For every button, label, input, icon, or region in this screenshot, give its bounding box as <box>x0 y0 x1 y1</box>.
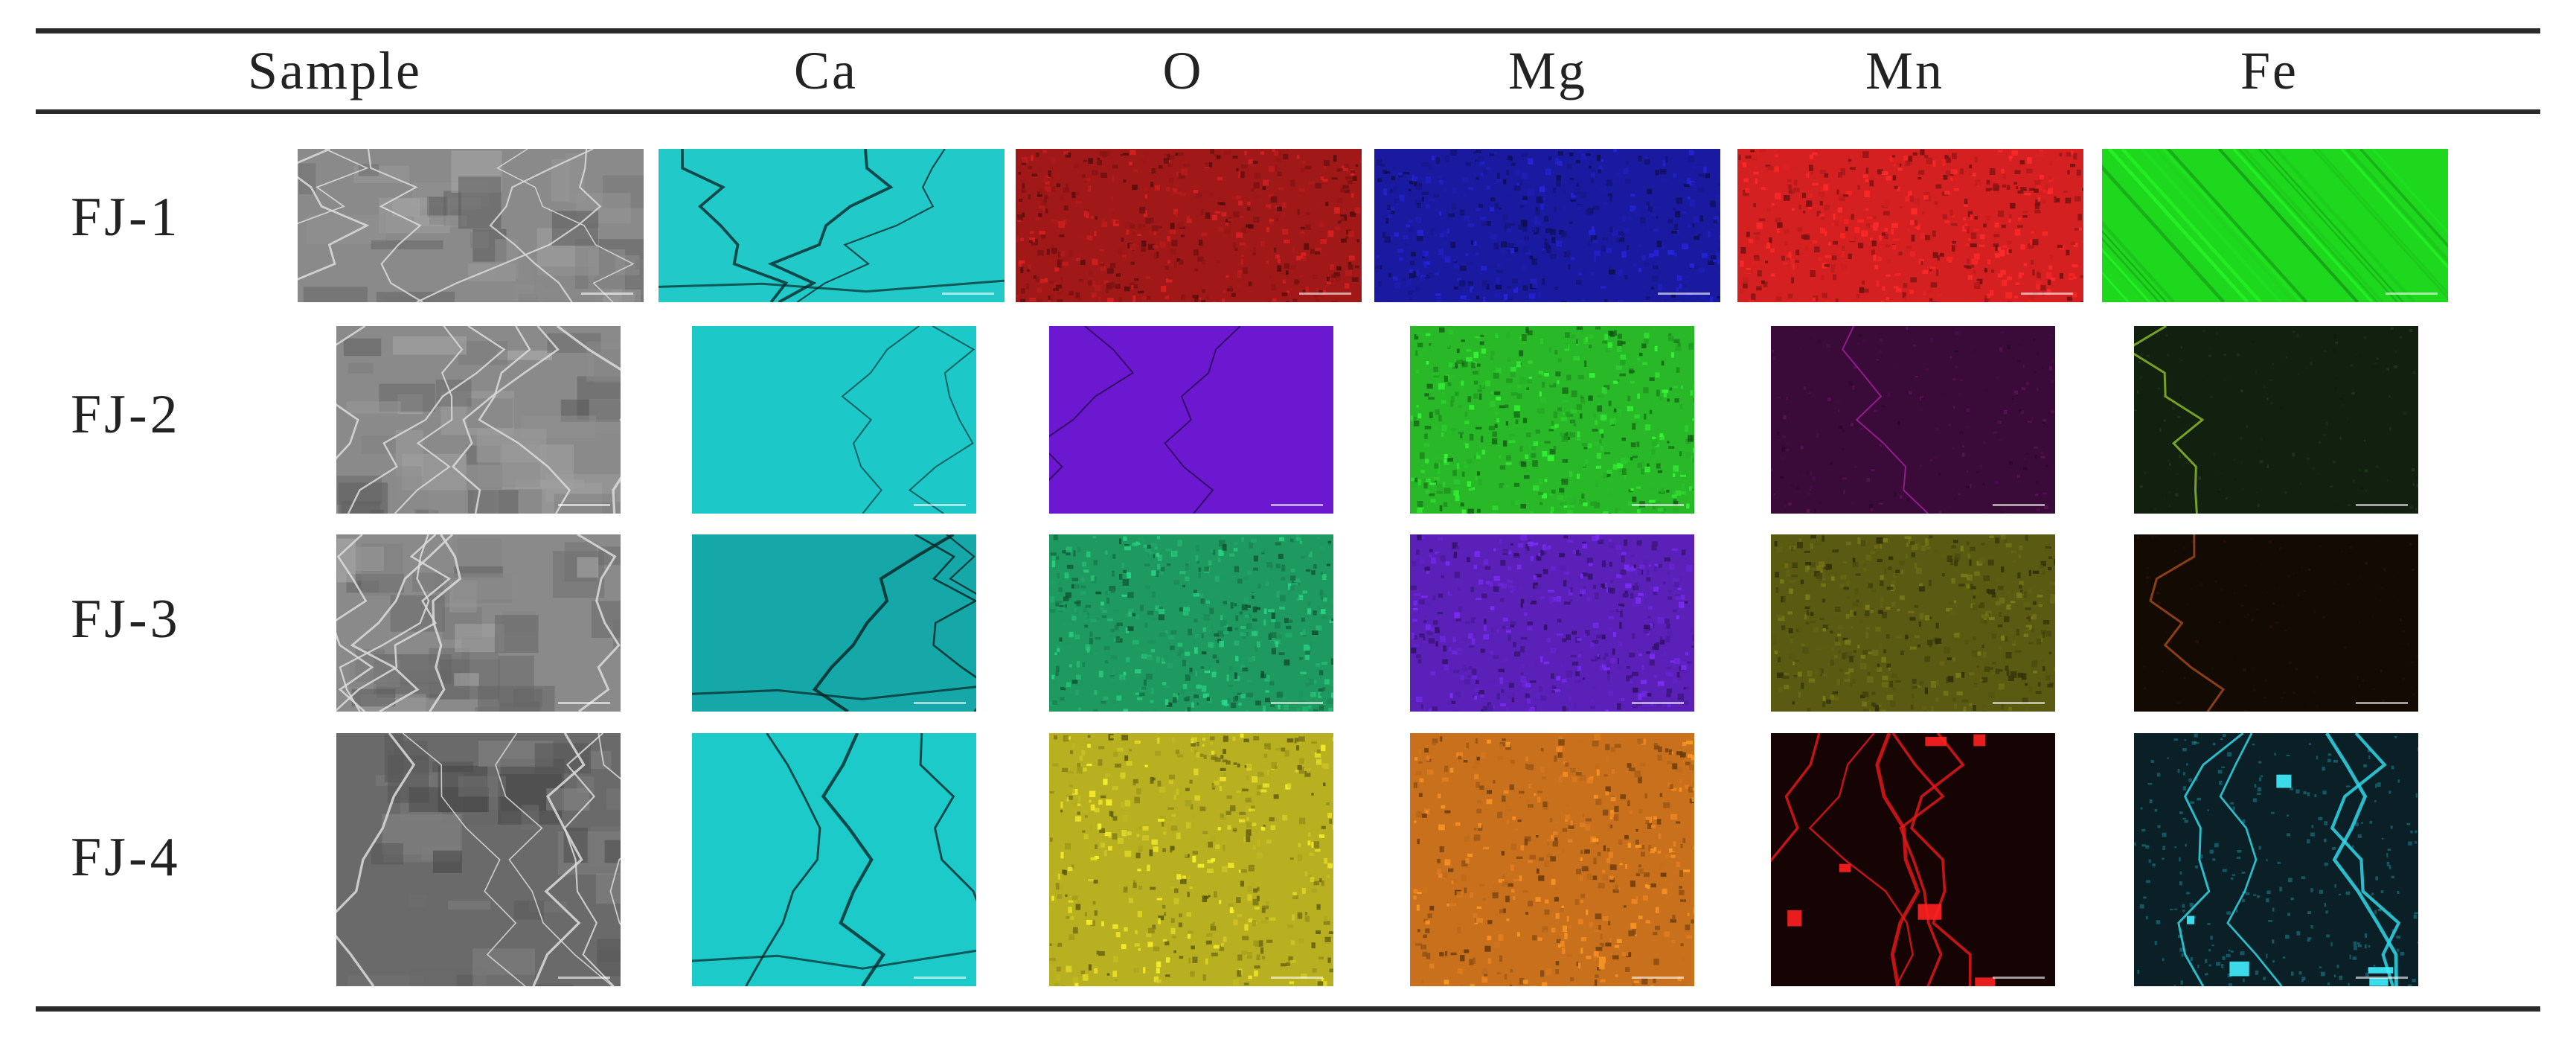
header-ca: Ca <box>794 41 858 100</box>
table-header-rule <box>36 109 2540 114</box>
map-fj-2-o <box>1049 326 1333 514</box>
scale-bar <box>2356 977 2408 979</box>
scale-bar <box>2356 702 2408 704</box>
scale-bar <box>914 504 966 506</box>
scale-bar <box>1632 977 1684 979</box>
map-fj-3-mg <box>1410 534 1694 712</box>
header-sample: Sample <box>248 41 422 100</box>
header-fe: Fe <box>2240 41 2298 100</box>
row-label-fj-2: FJ-2 <box>71 384 181 445</box>
scale-bar <box>1993 977 2045 979</box>
map-fj-1-fe <box>2102 149 2448 302</box>
map-fj-4-o <box>1049 733 1333 986</box>
map-fj-1-ca <box>659 149 1005 302</box>
map-fj-1-o <box>1016 149 1362 302</box>
scale-bar <box>914 977 966 979</box>
map-fj-4-mg <box>1410 733 1694 986</box>
map-fj-3-fe <box>2134 534 2418 712</box>
scale-bar <box>558 504 610 506</box>
scale-bar <box>942 293 994 295</box>
map-fj-4-sem <box>336 733 621 986</box>
map-fj-3-ca <box>692 534 976 712</box>
scale-bar <box>1271 702 1323 704</box>
row-label-fj-4: FJ-4 <box>71 827 181 888</box>
map-fj-1-mn <box>1737 149 2083 302</box>
map-fj-3-o <box>1049 534 1333 712</box>
scale-bar <box>1632 504 1684 506</box>
scale-bar <box>914 702 966 704</box>
scale-bar <box>1271 977 1323 979</box>
scale-bar <box>2386 293 2438 295</box>
map-fj-2-mg <box>1410 326 1694 514</box>
header-o: O <box>1162 41 1204 100</box>
map-fj-3-mn <box>1771 534 2055 712</box>
scale-bar <box>2021 293 2073 295</box>
map-fj-4-mn <box>1771 733 2055 986</box>
map-fj-3-sem <box>336 534 621 712</box>
header-mn: Mn <box>1865 41 1945 100</box>
map-fj-4-ca <box>692 733 976 986</box>
table-top-rule <box>36 28 2540 33</box>
scale-bar <box>1632 702 1684 704</box>
scale-bar <box>1299 293 1351 295</box>
map-fj-4-fe <box>2134 733 2418 986</box>
map-fj-2-ca <box>692 326 976 514</box>
scale-bar <box>1993 702 2045 704</box>
scale-bar <box>581 293 633 295</box>
row-label-fj-1: FJ-1 <box>71 187 181 248</box>
row-label-fj-3: FJ-3 <box>71 589 181 650</box>
table-bottom-rule <box>36 1006 2540 1012</box>
header-mg: Mg <box>1508 41 1588 100</box>
map-fj-1-mg <box>1374 149 1720 302</box>
scale-bar <box>558 702 610 704</box>
map-fj-2-sem <box>336 326 621 514</box>
map-fj-2-mn <box>1771 326 2055 514</box>
map-fj-1-sem <box>298 149 644 302</box>
scale-bar <box>558 977 610 979</box>
map-fj-2-fe <box>2134 326 2418 514</box>
scale-bar <box>2356 504 2408 506</box>
scale-bar <box>1993 504 2045 506</box>
scale-bar <box>1271 504 1323 506</box>
scale-bar <box>1658 293 1710 295</box>
